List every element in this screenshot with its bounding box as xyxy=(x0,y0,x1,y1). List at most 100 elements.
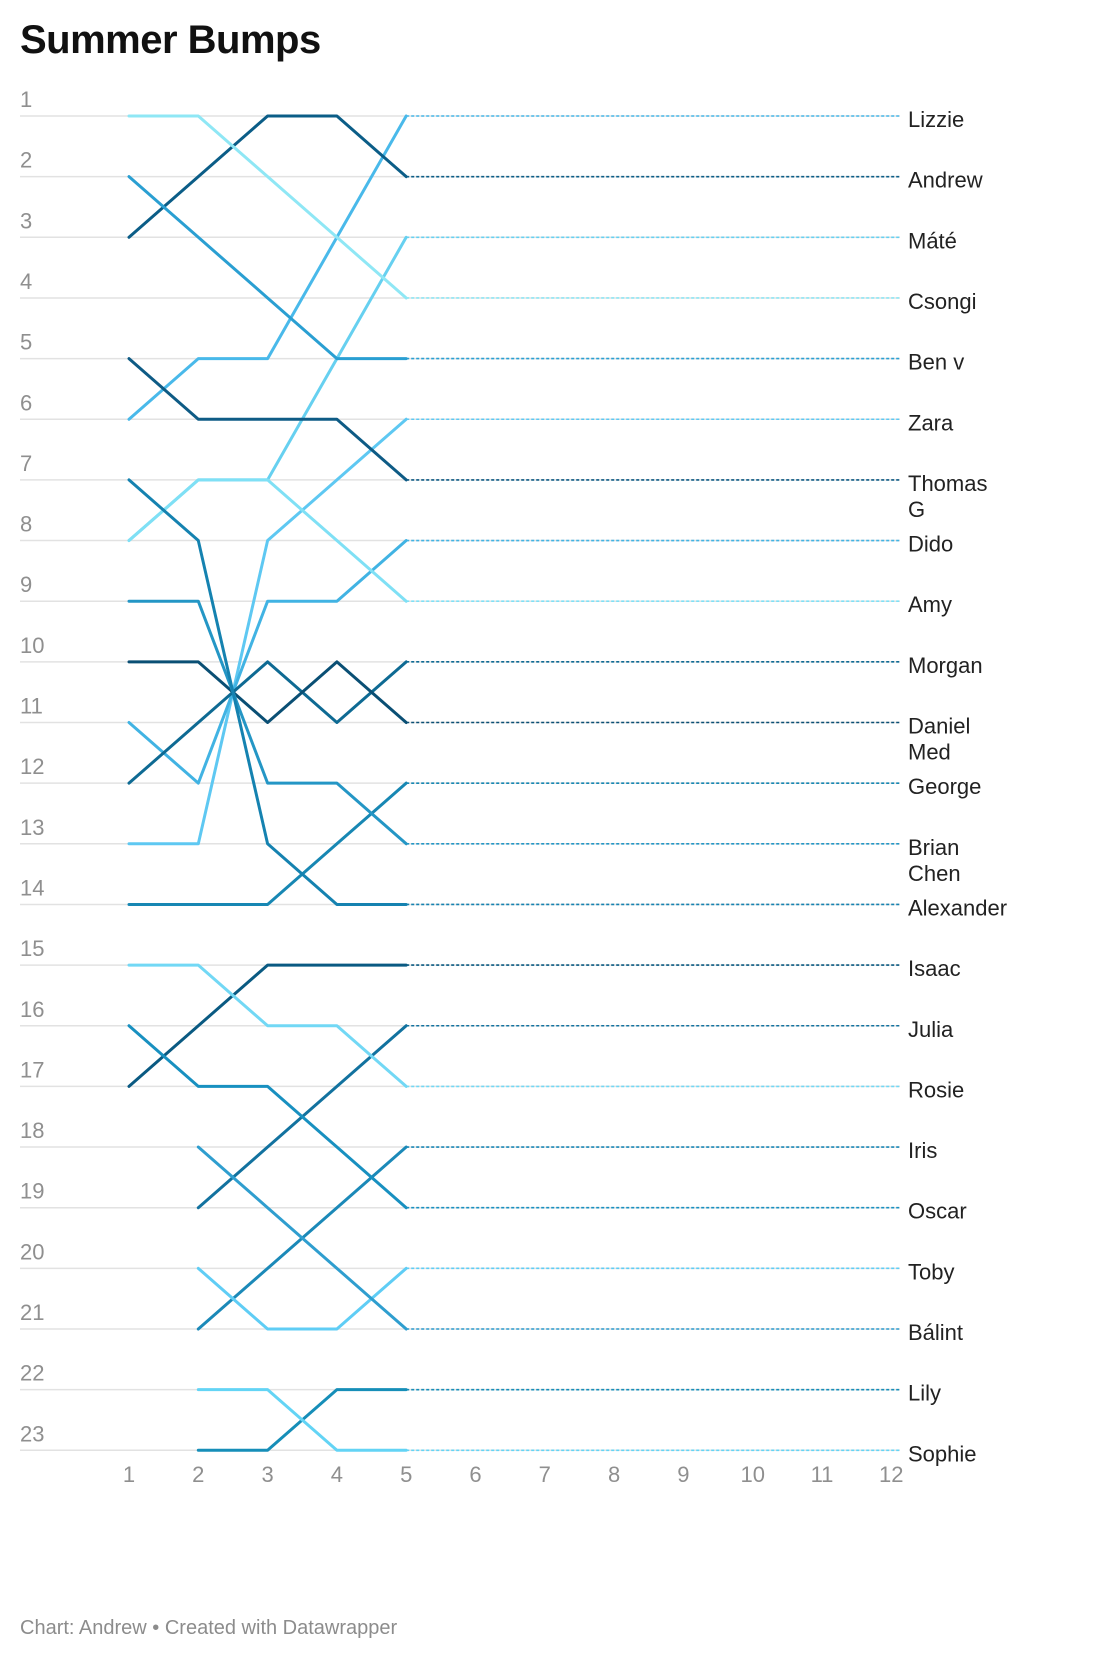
series-label: Dido xyxy=(908,532,953,557)
series-label: George xyxy=(908,774,981,799)
series-label: Csongi xyxy=(908,289,976,314)
round-tick-label: 3 xyxy=(261,1462,273,1487)
series-label-line: Med xyxy=(908,740,951,765)
round-axis: 1 2 3 4 5 6 7 8 9 10 11 12 xyxy=(123,1462,904,1487)
series-line xyxy=(196,1145,408,1331)
label-connectors xyxy=(406,115,900,1452)
series-label-line: Toby xyxy=(908,1259,954,1284)
series-label: Brian Chen xyxy=(908,835,961,886)
rank-tick-label: 22 xyxy=(20,1361,44,1386)
series-line xyxy=(127,114,408,421)
rank-tick-label: 16 xyxy=(20,997,44,1022)
rank-tick-label: 21 xyxy=(20,1300,44,1325)
rank-tick-label: 1 xyxy=(20,87,32,112)
series-line xyxy=(127,417,408,846)
series-label: Máté xyxy=(908,228,957,253)
rank-tick-label: 23 xyxy=(20,1421,44,1446)
series-line xyxy=(196,1388,408,1452)
series-line xyxy=(127,963,408,1088)
series-label-line: Amy xyxy=(908,592,952,617)
series-line xyxy=(127,114,408,239)
round-tick-label: 9 xyxy=(677,1462,689,1487)
series-lines xyxy=(127,114,408,1452)
series-line xyxy=(127,357,408,482)
rank-tick-label: 4 xyxy=(20,269,32,294)
series-label-line: Dido xyxy=(908,532,953,557)
rank-tick-label: 12 xyxy=(20,754,44,779)
rank-tick-label: 13 xyxy=(20,815,44,840)
rank-tick-label: 2 xyxy=(20,148,32,173)
rank-tick-label: 8 xyxy=(20,512,32,537)
series-label: Zara xyxy=(908,410,954,435)
series-line xyxy=(127,781,408,906)
series-label-line: Iris xyxy=(908,1138,937,1163)
rank-tick-label: 17 xyxy=(20,1057,44,1082)
series-label-line: Máté xyxy=(908,228,957,253)
series-label-line: Julia xyxy=(908,1017,954,1042)
rank-tick-label: 5 xyxy=(20,330,32,355)
series-label: Daniel Med xyxy=(908,714,970,765)
series-line xyxy=(127,660,408,724)
series-line xyxy=(127,963,408,1088)
rank-tick-label: 18 xyxy=(20,1118,44,1143)
series-line xyxy=(127,175,408,361)
series-labels: Lizzie Andrew Máté Csongi Ben v Zara Thomas G Di… xyxy=(908,107,1007,1466)
series-label-line: Chen xyxy=(908,861,961,886)
round-tick-label: 12 xyxy=(879,1462,903,1487)
chart-title: Summer Bumps xyxy=(20,18,321,62)
series-label: Thomas G xyxy=(908,471,987,522)
rank-tick-label: 9 xyxy=(20,572,32,597)
series-label-line: Lily xyxy=(908,1381,941,1406)
rank-tick-label: 19 xyxy=(20,1179,44,1204)
round-tick-label: 2 xyxy=(192,1462,204,1487)
rank-tick-label: 3 xyxy=(20,208,32,233)
series-label-line: Zara xyxy=(908,410,954,435)
series-label-line: Brian xyxy=(908,835,959,860)
rank-tick-label: 11 xyxy=(20,694,43,719)
series-label: Lizzie xyxy=(908,107,964,132)
series-label: Ben v xyxy=(908,350,964,375)
series-line xyxy=(127,478,408,906)
round-tick-label: 7 xyxy=(539,1462,551,1487)
series-label-line: Daniel xyxy=(908,714,970,739)
series-line xyxy=(127,235,408,543)
round-tick-label: 1 xyxy=(123,1462,135,1487)
series-label: Andrew xyxy=(908,168,983,193)
round-tick-label: 8 xyxy=(608,1462,620,1487)
series-label: Isaac xyxy=(908,956,961,981)
series-label: Rosie xyxy=(908,1077,964,1102)
series-label: Morgan xyxy=(908,653,983,678)
series-label-line: Andrew xyxy=(908,168,983,193)
round-tick-label: 6 xyxy=(469,1462,481,1487)
rank-tick-label: 20 xyxy=(20,1239,44,1264)
series-label-line: Lizzie xyxy=(908,107,964,132)
series-label: Toby xyxy=(908,1259,954,1284)
series-label: Bálint xyxy=(908,1320,963,1345)
rank-tick-label: 14 xyxy=(20,875,44,900)
round-tick-label: 4 xyxy=(331,1462,343,1487)
chart-footer: Chart: Andrew • Created with Datawrapper xyxy=(20,1617,398,1639)
series-line xyxy=(127,599,408,846)
series-label: Lily xyxy=(908,1381,941,1406)
series-label: Alexander xyxy=(908,895,1007,920)
series-label-line: G xyxy=(908,497,925,522)
round-tick-label: 5 xyxy=(400,1462,412,1487)
series-label: Amy xyxy=(908,592,952,617)
series-label: Oscar xyxy=(908,1199,967,1224)
series-label-line: Sophie xyxy=(908,1441,977,1466)
series-line xyxy=(127,539,408,785)
series-label-line: Rosie xyxy=(908,1077,964,1102)
series-label: Julia xyxy=(908,1017,954,1042)
series-label-line: Csongi xyxy=(908,289,976,314)
series-label-line: Morgan xyxy=(908,653,983,678)
round-tick-label: 10 xyxy=(740,1462,764,1487)
series-line xyxy=(127,114,408,300)
series-label-line: Bálint xyxy=(908,1320,963,1345)
series-label: Iris xyxy=(908,1138,937,1163)
series-label-line: Thomas xyxy=(908,471,987,496)
series-line xyxy=(196,1266,408,1331)
round-tick-label: 11 xyxy=(811,1462,834,1487)
series-label: Sophie xyxy=(908,1441,977,1466)
